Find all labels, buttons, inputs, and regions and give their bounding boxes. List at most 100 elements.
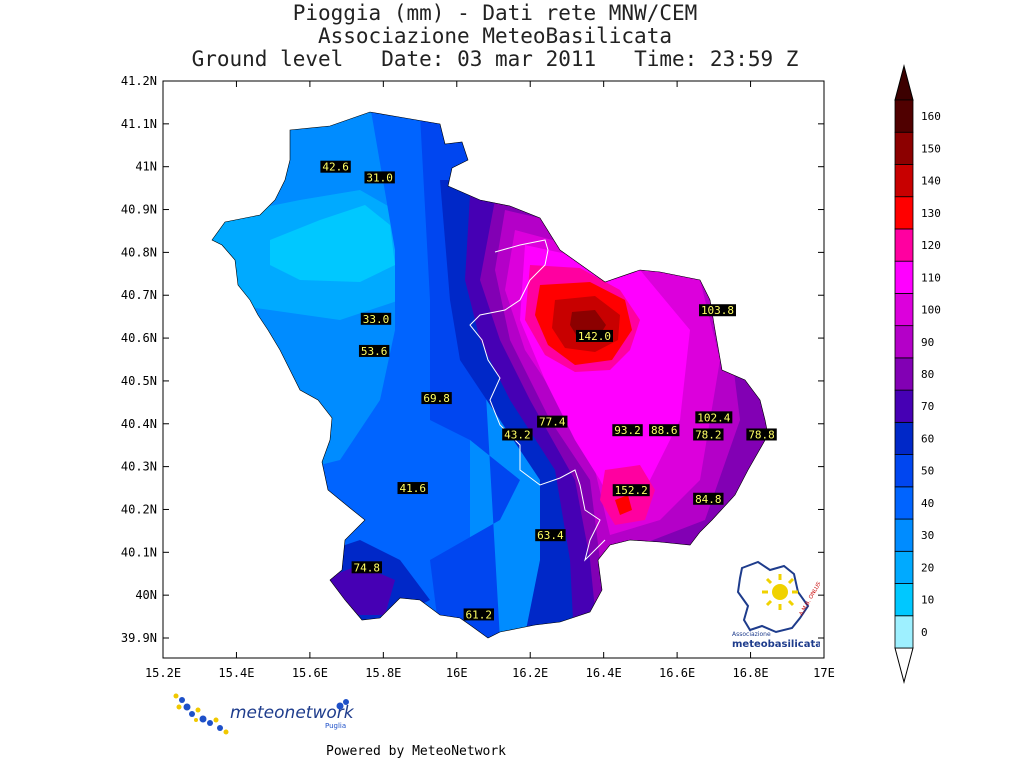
- station-label-bg: [746, 428, 777, 441]
- colorbar-label: 140: [921, 175, 941, 188]
- colorbar-label: 160: [921, 110, 941, 123]
- meteonetwork-logo: meteonetwork Puglia: [173, 693, 355, 735]
- station-label-bg: [358, 344, 390, 357]
- y-tick-label: 40.6N: [121, 331, 157, 345]
- meteonetwork-logo-text: meteonetwork: [230, 703, 355, 723]
- station-label-bg: [502, 428, 533, 441]
- colorbar-swatch: [894, 615, 914, 649]
- y-tick-label: 40.9N: [121, 203, 157, 217]
- station-value: 77.4: [539, 416, 566, 429]
- colorbar-swatch: [894, 293, 914, 327]
- station-label-bg: [320, 160, 351, 173]
- station-label-bg: [397, 482, 428, 495]
- colorbar-swatch: [894, 228, 914, 262]
- colorbar-swatch: [894, 454, 914, 488]
- colorbar-swatch: [894, 260, 914, 294]
- station-label: 74.8: [351, 561, 383, 574]
- meteobasilicata-logo-text: meteobasilicata: [732, 639, 820, 650]
- station-label: 33.0: [360, 312, 392, 326]
- x-tick-label: 16.6E: [659, 666, 695, 680]
- station-value: 63.4: [537, 529, 564, 542]
- station-label-bg: [693, 492, 724, 505]
- y-tick-label: 40.1N: [121, 545, 157, 559]
- colorbar-label: 120: [921, 239, 941, 252]
- colorbar-swatch: [894, 550, 914, 584]
- station-label: 41.6: [397, 482, 428, 495]
- footer-credit: Powered by MeteoNetwork: [326, 744, 507, 759]
- contour-band-70-south: [320, 565, 395, 615]
- station-labels: 42.6 31.0 33.0 53.6 69.8 43.2 77.4 142.0 103.8 10…: [320, 160, 777, 621]
- colorbar-swatch: [894, 583, 914, 617]
- station-value: 93.2: [614, 424, 641, 437]
- station-label: 84.8: [693, 492, 724, 506]
- station-value: 42.6: [322, 161, 349, 174]
- x-tick-label: 15.8E: [365, 666, 401, 680]
- meteobasilicata-logo: A.M.B. ONLUS Associazione meteobasilicat…: [732, 560, 820, 650]
- station-value: 142.0: [578, 330, 611, 343]
- station-value: 53.6: [361, 345, 388, 358]
- y-tick-label: 39.9N: [121, 631, 157, 645]
- station-label-bg: [695, 411, 733, 424]
- y-tick-label: 41.2N: [121, 74, 157, 88]
- station-label-bg: [612, 484, 650, 497]
- meteonetwork-logo-sub: Puglia: [325, 722, 346, 730]
- y-tick-label: 41.1N: [121, 117, 157, 131]
- station-value: 103.8: [701, 304, 734, 317]
- station-value: 88.6: [651, 424, 678, 437]
- colorbar-label: 90: [921, 336, 934, 349]
- colorbar-over-triangle: [894, 64, 914, 101]
- x-tick-label: 16.8E: [732, 666, 768, 680]
- station-label-bg: [463, 608, 495, 621]
- x-tick-label: 15.2E: [145, 666, 181, 680]
- colorbar-label: 0: [921, 626, 928, 639]
- station-value: 152.2: [615, 484, 648, 497]
- station-label: 63.4: [535, 529, 566, 542]
- contour-band-50: [420, 115, 520, 638]
- station-value: 43.2: [504, 428, 531, 441]
- x-axis: 15.2E 15.4E 15.6E 15.8E 16E 16.2E 16.4E 16.6E 16…: [145, 81, 835, 680]
- colorbar-swatch: [894, 421, 914, 455]
- colorbar-label: 60: [921, 433, 934, 446]
- colorbar-label: 80: [921, 368, 934, 381]
- station-value: 102.4: [697, 411, 730, 424]
- basilicata-outline-icon: [736, 560, 810, 634]
- station-label: 53.6: [358, 344, 390, 358]
- station-label: 77.4: [537, 415, 568, 429]
- colorbar-label: 130: [921, 207, 941, 220]
- station-label-bg: [537, 415, 568, 428]
- y-tick-label: 40.3N: [121, 460, 157, 474]
- station-value: 74.8: [354, 561, 381, 574]
- station-label: 103.8: [699, 304, 737, 317]
- sun-icon: [762, 574, 798, 610]
- station-label-bg: [693, 428, 724, 441]
- map-title-block: Pioggia (mm) - Dati rete MNW/CEM Associa…: [0, 2, 990, 71]
- station-label: 88.6: [649, 424, 680, 437]
- colorbar-swatch: [894, 99, 914, 133]
- station-label: 69.8: [421, 392, 452, 405]
- y-tick-label: 40.7N: [121, 288, 157, 302]
- station-label: 61.2: [463, 608, 495, 621]
- y-tick-label: 41N: [135, 160, 157, 174]
- colorbar-label: 40: [921, 497, 934, 510]
- contour-band-130-south: [615, 495, 632, 515]
- station-label-bg: [351, 561, 383, 574]
- x-tick-label: 15.4E: [218, 666, 254, 680]
- colorbar-label: 30: [921, 529, 934, 542]
- colorbar-label: 150: [921, 142, 941, 155]
- y-tick-label: 40N: [135, 588, 157, 602]
- station-value: 69.8: [423, 392, 450, 405]
- meteobasilicata-logo-top: Associazione: [732, 631, 771, 638]
- colorbar-swatch: [894, 389, 914, 423]
- station-label-bg: [364, 171, 395, 184]
- station-value: 61.2: [466, 608, 493, 621]
- colorbar-label: 50: [921, 465, 934, 478]
- colorbar-label: 10: [921, 594, 934, 607]
- map-title-line-3: Ground level Date: 03 mar 2011 Time: 23:…: [191, 47, 799, 71]
- province-boundary: [469, 239, 606, 562]
- y-tick-label: 40.8N: [121, 245, 157, 259]
- colorbar-under-triangle: [894, 647, 914, 684]
- contour-band-10: [270, 205, 395, 282]
- x-tick-label: 15.6E: [292, 666, 328, 680]
- station-label: 42.6: [320, 160, 351, 174]
